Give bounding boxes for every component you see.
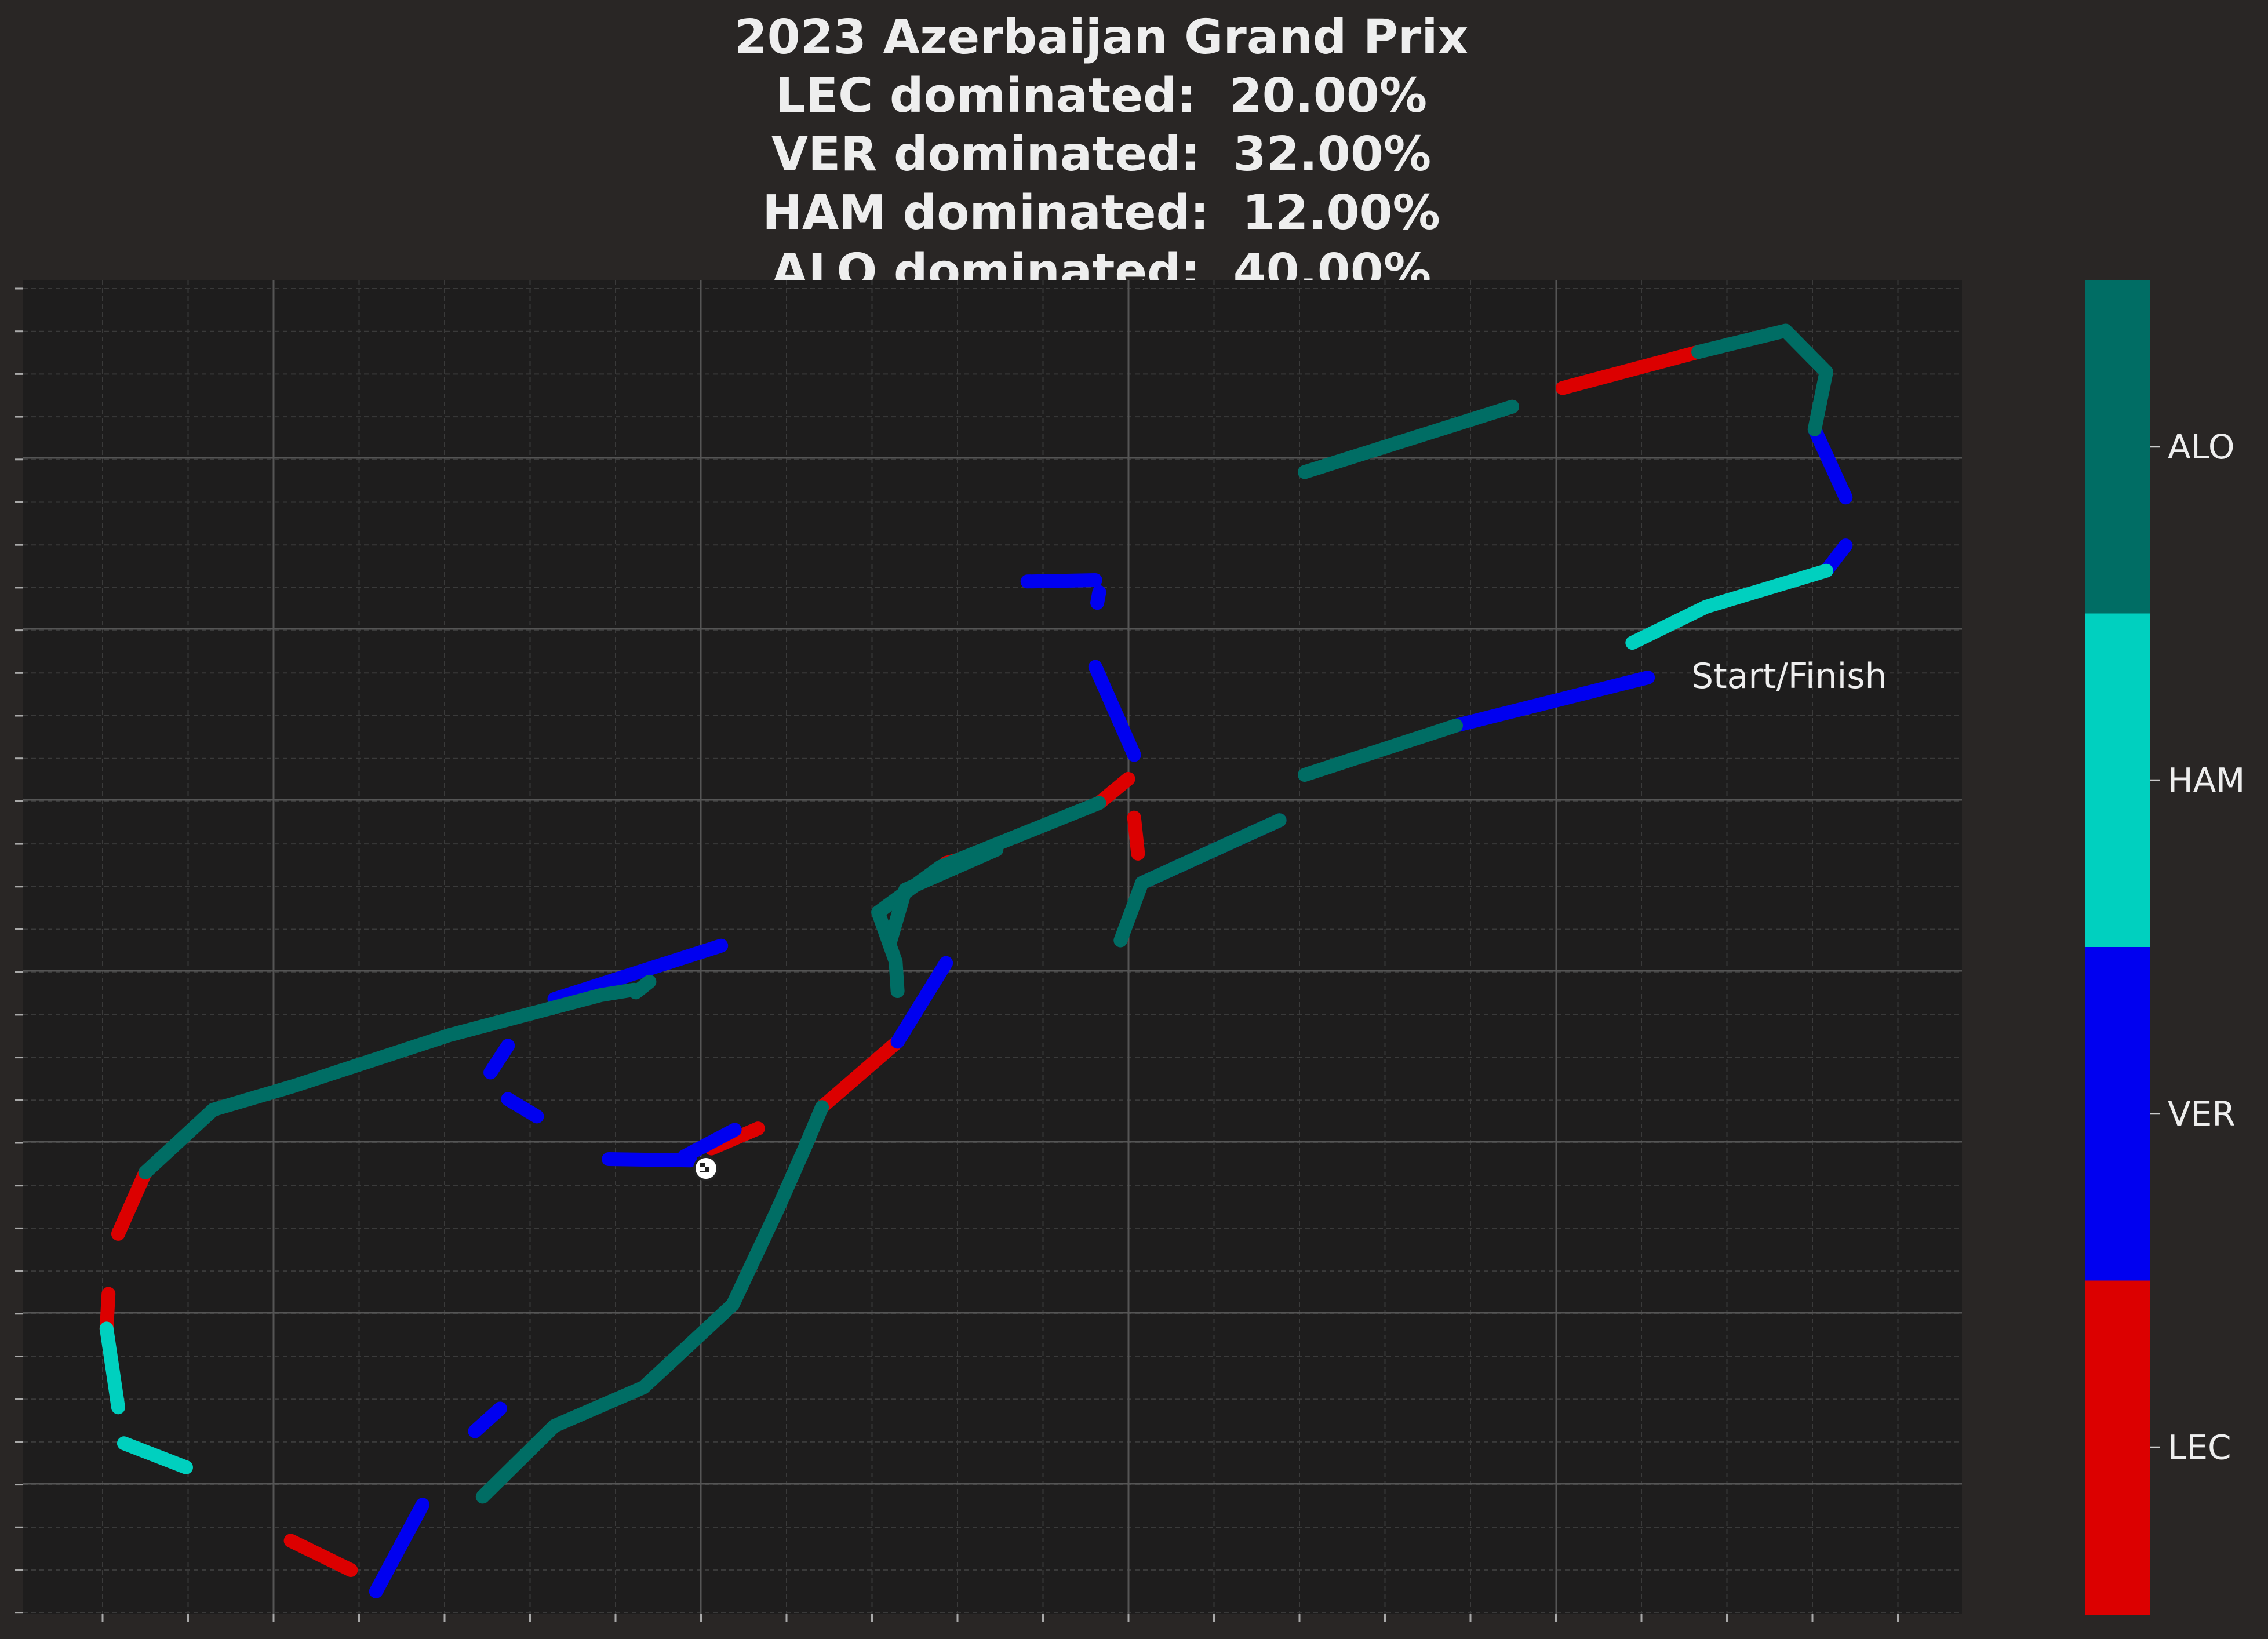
colorbar-band-alo — [2085, 280, 2150, 614]
series-alo — [138, 323, 1833, 1504]
track-segment-ver — [369, 1498, 430, 1598]
colorbar-label: VER — [2168, 1094, 2236, 1134]
track-segment-alo — [1691, 323, 1833, 436]
track-segment-lec — [111, 1165, 152, 1241]
track-segment-ver — [1807, 422, 1853, 505]
track-segment-ver — [1449, 671, 1655, 733]
grid — [23, 280, 1962, 1614]
track-segment-alo — [726, 1100, 829, 1312]
track-segment-ver — [1090, 585, 1106, 610]
track-segment-alo — [475, 1297, 740, 1504]
title-line: LEC dominated: 20.00% — [775, 68, 1428, 123]
title-line: VER dominated: 32.00% — [771, 127, 1432, 182]
track-segment-ver — [547, 938, 729, 1006]
track-segment-ham — [1699, 563, 1833, 614]
colorbar-band-ver — [2085, 947, 2150, 1281]
checkered-flag-icon — [693, 1156, 719, 1181]
track-segment-ver — [501, 1092, 544, 1124]
series-ham — [99, 563, 1833, 1474]
title-line: 2023 Azerbaijan Grand Prix — [734, 10, 1469, 65]
track-segment-alo — [883, 843, 1004, 950]
track-segment-ver — [677, 1123, 742, 1164]
start-finish-annotation: Start/Finish — [1691, 656, 1887, 697]
track-segment-alo — [1298, 718, 1463, 782]
colorbar-band-lec — [2085, 1280, 2150, 1615]
track-segment-ham — [117, 1436, 193, 1474]
track-segment-lec — [815, 1035, 905, 1114]
axis-ticks — [15, 287, 1899, 1622]
track-segment-ham — [99, 1321, 125, 1415]
track-line — [99, 323, 1853, 1598]
colorbar-label: HAM — [2168, 760, 2245, 800]
colorbar-band-ham — [2085, 613, 2150, 948]
plot-area — [23, 280, 1962, 1614]
track-segment-ver — [468, 1401, 507, 1438]
colorbar: ALO HAM VER LEC — [2085, 280, 2245, 1615]
track-segment-ver — [602, 1152, 697, 1168]
track-segment-alo — [1298, 399, 1519, 479]
track-segment-alo — [138, 982, 641, 1179]
track-segment-alo — [629, 974, 657, 1000]
track-segment-lec — [283, 1534, 358, 1577]
track-segment-ver — [483, 1039, 515, 1080]
track-segment-alo — [1113, 813, 1287, 948]
track-segment-lec — [1555, 345, 1706, 395]
track-segment-ver — [890, 956, 953, 1049]
title-line: HAM dominated: 12.00% — [762, 185, 1440, 241]
colorbar-label: ALO — [2168, 427, 2235, 467]
track-segment-ham — [1625, 600, 1713, 650]
track-segment-ver — [1088, 660, 1141, 762]
track-segment-lec — [1127, 810, 1145, 861]
track-segment-ver — [1020, 573, 1102, 589]
colorbar-label: LEC — [2168, 1427, 2231, 1467]
